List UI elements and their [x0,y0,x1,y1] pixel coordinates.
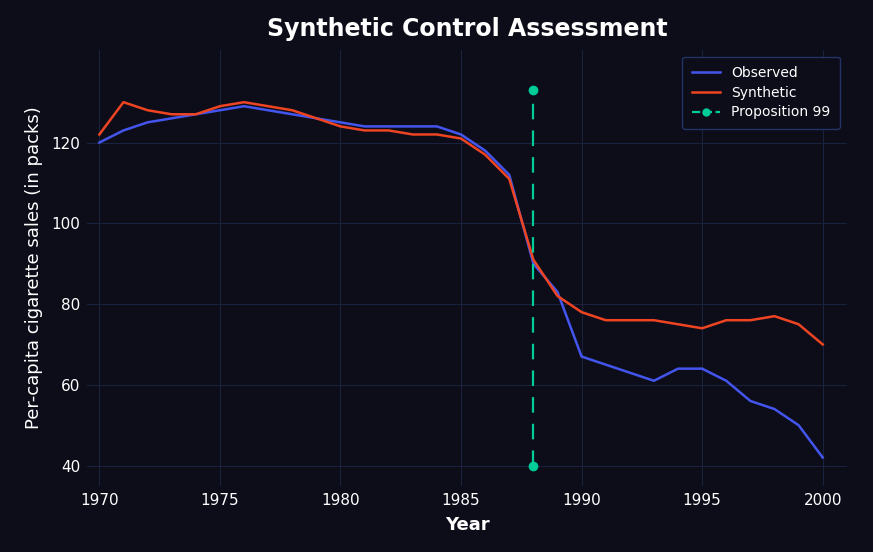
Synthetic [94,131,105,138]
Legend: Observed, Synthetic, Proposition 99: Observed, Synthetic, Proposition 99 [683,57,840,129]
Synthetic [239,99,250,105]
Observed [431,123,442,130]
Observed [360,123,370,130]
Synthetic [480,151,491,158]
Observed [311,115,321,121]
Line: Observed: Observed [100,106,822,458]
Observed [697,365,707,372]
Line: Synthetic: Synthetic [100,102,822,344]
Y-axis label: Per-capita cigarette sales (in packs): Per-capita cigarette sales (in packs) [25,107,43,429]
Synthetic [190,111,201,118]
Synthetic [721,317,732,323]
X-axis label: Year: Year [444,516,490,534]
Synthetic [167,111,177,118]
Observed [118,127,128,134]
Observed [601,362,611,368]
Observed [746,397,756,404]
Synthetic [746,317,756,323]
Synthetic [553,293,563,299]
Synthetic [697,325,707,332]
Observed [721,378,732,384]
Observed [794,422,804,428]
Observed [408,123,418,130]
Synthetic [624,317,635,323]
Synthetic [528,256,539,263]
Synthetic [431,131,442,138]
Synthetic [118,99,128,105]
Observed [576,353,587,360]
Synthetic [335,123,346,130]
Observed [142,119,153,126]
Synthetic [601,317,611,323]
Title: Synthetic Control Assessment: Synthetic Control Assessment [267,17,667,41]
Observed [769,406,780,412]
Observed [553,289,563,295]
Observed [480,147,491,154]
Observed [528,261,539,267]
Observed [263,107,273,114]
Synthetic [263,103,273,109]
Synthetic [456,135,466,142]
Synthetic [673,321,684,327]
Synthetic [383,127,394,134]
Observed [456,131,466,138]
Synthetic [215,103,225,109]
Synthetic [408,131,418,138]
Observed [817,454,828,461]
Observed [190,111,201,118]
Synthetic [817,341,828,348]
Synthetic [360,127,370,134]
Observed [167,115,177,121]
Observed [215,107,225,114]
Synthetic [576,309,587,315]
Synthetic [142,107,153,114]
Observed [239,103,250,109]
Observed [335,119,346,126]
Observed [504,172,514,178]
Observed [624,369,635,376]
Synthetic [649,317,659,323]
Synthetic [769,313,780,320]
Observed [673,365,684,372]
Observed [287,111,298,118]
Synthetic [794,321,804,327]
Observed [383,123,394,130]
Synthetic [504,176,514,182]
Observed [94,139,105,146]
Observed [649,378,659,384]
Synthetic [311,115,321,121]
Synthetic [287,107,298,114]
